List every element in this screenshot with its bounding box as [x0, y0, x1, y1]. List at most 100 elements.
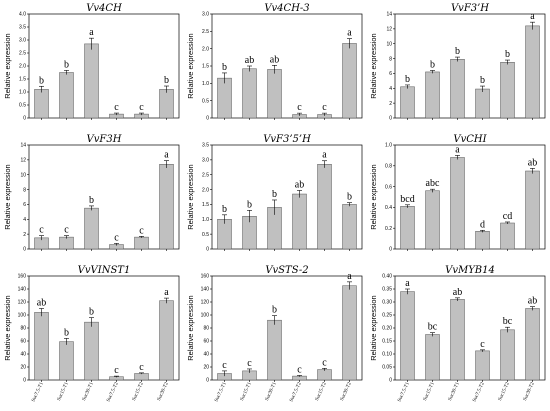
significance-letter: c [114, 102, 119, 113]
chart-panel-4: VvF3’5’H Relative expression 0 0.5 1.0 1.5 2.0… [186, 134, 363, 253]
bar [525, 308, 540, 381]
bar [159, 89, 174, 119]
bar [400, 206, 415, 250]
x-tick-label: Suc15-T2 [132, 381, 145, 401]
plot-frame [394, 275, 546, 381]
y-axis-label: Relative expression [186, 33, 195, 98]
bar [500, 222, 515, 250]
x-tick-label: Suc15-T1 [240, 381, 253, 401]
bar [475, 88, 490, 119]
y-tick-label: 3.0 [19, 38, 26, 44]
significance-letter: c [322, 357, 327, 368]
significance-letter: ab [270, 54, 279, 65]
y-tick-label: 2.5 [19, 51, 26, 57]
bar [159, 164, 174, 250]
y-tick-label: 2.0 [202, 187, 209, 193]
significance-letter: b [272, 189, 277, 200]
y-tick-label: 60 [203, 339, 209, 345]
significance-letter: c [297, 364, 302, 375]
y-tick-label: 0 [389, 378, 392, 384]
y-tick-label: 1.5 [202, 64, 209, 70]
y-tick-label: 0 [23, 116, 26, 122]
x-tick-label: Suc30-T1 [82, 381, 95, 401]
chart-title: VvCHI [453, 134, 487, 145]
bar [134, 236, 149, 250]
x-tick-label: Suc15-T1 [423, 381, 436, 401]
significance-letter: b [247, 199, 252, 210]
y-tick-label: 160 [18, 274, 27, 280]
y-axis-label: Relative expression [3, 164, 12, 229]
plot-frame [28, 144, 180, 250]
bar [342, 204, 357, 250]
bar [159, 300, 174, 381]
y-axis-label: Relative expression [186, 164, 195, 229]
x-tick-label: Suc30-T1 [265, 381, 278, 401]
bar [342, 285, 357, 381]
y-axis-label: Relative expression [369, 164, 378, 229]
bar [267, 319, 282, 381]
significance-letter: b [480, 75, 485, 86]
significance-letter: c [247, 358, 252, 369]
chart-title: VvSTS-2 [265, 265, 308, 276]
y-tick-label: 14 [386, 12, 392, 18]
bar [292, 193, 307, 250]
significance-letter: a [347, 28, 352, 39]
chart-title: VvF3’5’H [263, 134, 311, 145]
y-tick-label: 1.0 [19, 90, 26, 96]
y-tick-label: 0.5 [202, 232, 209, 238]
significance-letter: bc [503, 316, 513, 327]
significance-letter: a [164, 150, 169, 161]
y-tick-label: 0.4 [385, 205, 392, 211]
x-tick-label: Suc30-T1 [448, 381, 461, 401]
significance-letter: a [530, 11, 535, 22]
significance-letter: c [114, 365, 119, 376]
y-tick-label: 0 [23, 247, 26, 253]
y-tick-label: 160 [201, 274, 210, 280]
y-tick-label: 20 [203, 365, 209, 371]
plot-frame [28, 275, 180, 381]
significance-letter: ab [528, 157, 537, 168]
y-tick-label: 80 [203, 326, 209, 332]
y-tick-label: 3.0 [202, 12, 209, 18]
bar [400, 291, 415, 381]
y-tick-label: 40 [203, 352, 209, 358]
significance-letter: ab [528, 296, 537, 307]
y-tick-label: 1.5 [19, 77, 26, 83]
bar [525, 170, 540, 250]
bar [450, 299, 465, 381]
x-tick-label: Suc15-T2 [315, 381, 328, 401]
significance-letter: bc [428, 322, 438, 333]
significance-letter: b [455, 46, 460, 57]
significance-letter: ab [245, 55, 254, 66]
significance-letter: c [139, 362, 144, 373]
significance-letter: b [164, 75, 169, 86]
significance-letter: c [139, 225, 144, 236]
bar [84, 207, 99, 250]
significance-letter: b [222, 62, 227, 73]
y-tick-label: 8 [23, 187, 26, 193]
bar [400, 86, 415, 119]
bar [425, 334, 440, 381]
plot-frame [28, 13, 180, 119]
y-tick-label: 0 [389, 116, 392, 122]
chart-panel-7: VvSTS-2 Relative expression 0 20 40 60 80 100 12… [186, 265, 363, 403]
y-tick-label: 140 [18, 287, 27, 293]
bar [500, 329, 515, 381]
y-tick-label: 4 [389, 86, 392, 92]
y-tick-label: 2.0 [19, 64, 26, 70]
y-tick-label: 140 [201, 287, 210, 293]
y-tick-label: 6 [389, 71, 392, 77]
significance-letter: ab [37, 298, 46, 309]
y-axis-label: Relative expression [369, 295, 378, 360]
chart-panel-0: Vv4CH Relative expression 0 0.5 1.0 1.5 2.0 2.5… [3, 3, 180, 122]
plot-frame [394, 144, 546, 250]
bar [475, 350, 490, 381]
y-tick-label: 4.0 [19, 12, 26, 18]
y-tick-label: 0 [23, 378, 26, 384]
significance-letter: c [64, 225, 69, 236]
y-tick-label: 0.5 [202, 98, 209, 104]
y-tick-label: 10 [386, 41, 392, 47]
bar [475, 231, 490, 250]
y-tick-label: 12 [386, 27, 392, 33]
significance-letter: cd [503, 211, 512, 222]
